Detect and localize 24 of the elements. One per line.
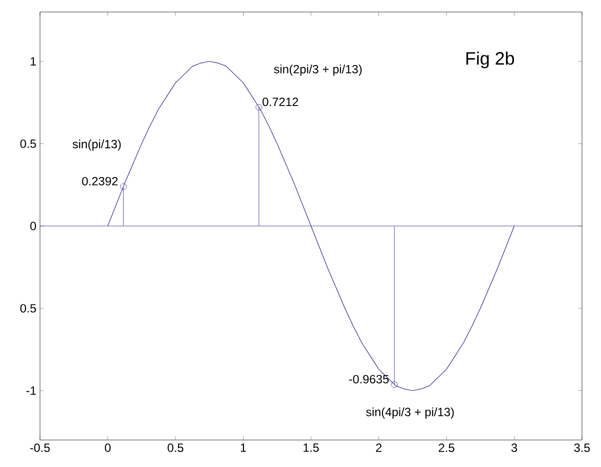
data-label: 0.2392 — [82, 176, 118, 186]
y-tick-label: 1 — [30, 57, 36, 66]
data-label: 0.7212 — [262, 98, 298, 106]
data-label: -0.9635 — [349, 374, 389, 384]
x-tick-label: 3 — [511, 444, 518, 452]
annotation: sin(pi/13) — [72, 140, 121, 151]
y-tick-label: -1 — [26, 386, 36, 395]
annotation: sin(4pi/3 + pi/13) — [366, 407, 454, 419]
y-tick-label: 0.5 — [20, 139, 36, 148]
x-tick-label: 0.5 — [168, 444, 184, 452]
point — [120, 183, 127, 190]
point — [256, 104, 262, 110]
x-tick-label: -0.5 — [30, 444, 50, 452]
y-tick-label: 0.5 — [20, 304, 36, 313]
annotation: Fig 2b — [466, 52, 514, 68]
annotation: sin(2pi/3 + pi/13) — [274, 64, 362, 76]
point — [391, 381, 398, 388]
x-tick-label: 0 — [104, 444, 111, 452]
y-tick-label: 0 — [30, 222, 36, 230]
x-tick-label: 1 — [240, 444, 246, 452]
x-tick-label: 1.5 — [304, 444, 319, 452]
x-tick-label: 2.5 — [438, 444, 454, 452]
x-tick-label: 3.5 — [574, 444, 590, 452]
x-tick-label: 2 — [376, 444, 382, 452]
